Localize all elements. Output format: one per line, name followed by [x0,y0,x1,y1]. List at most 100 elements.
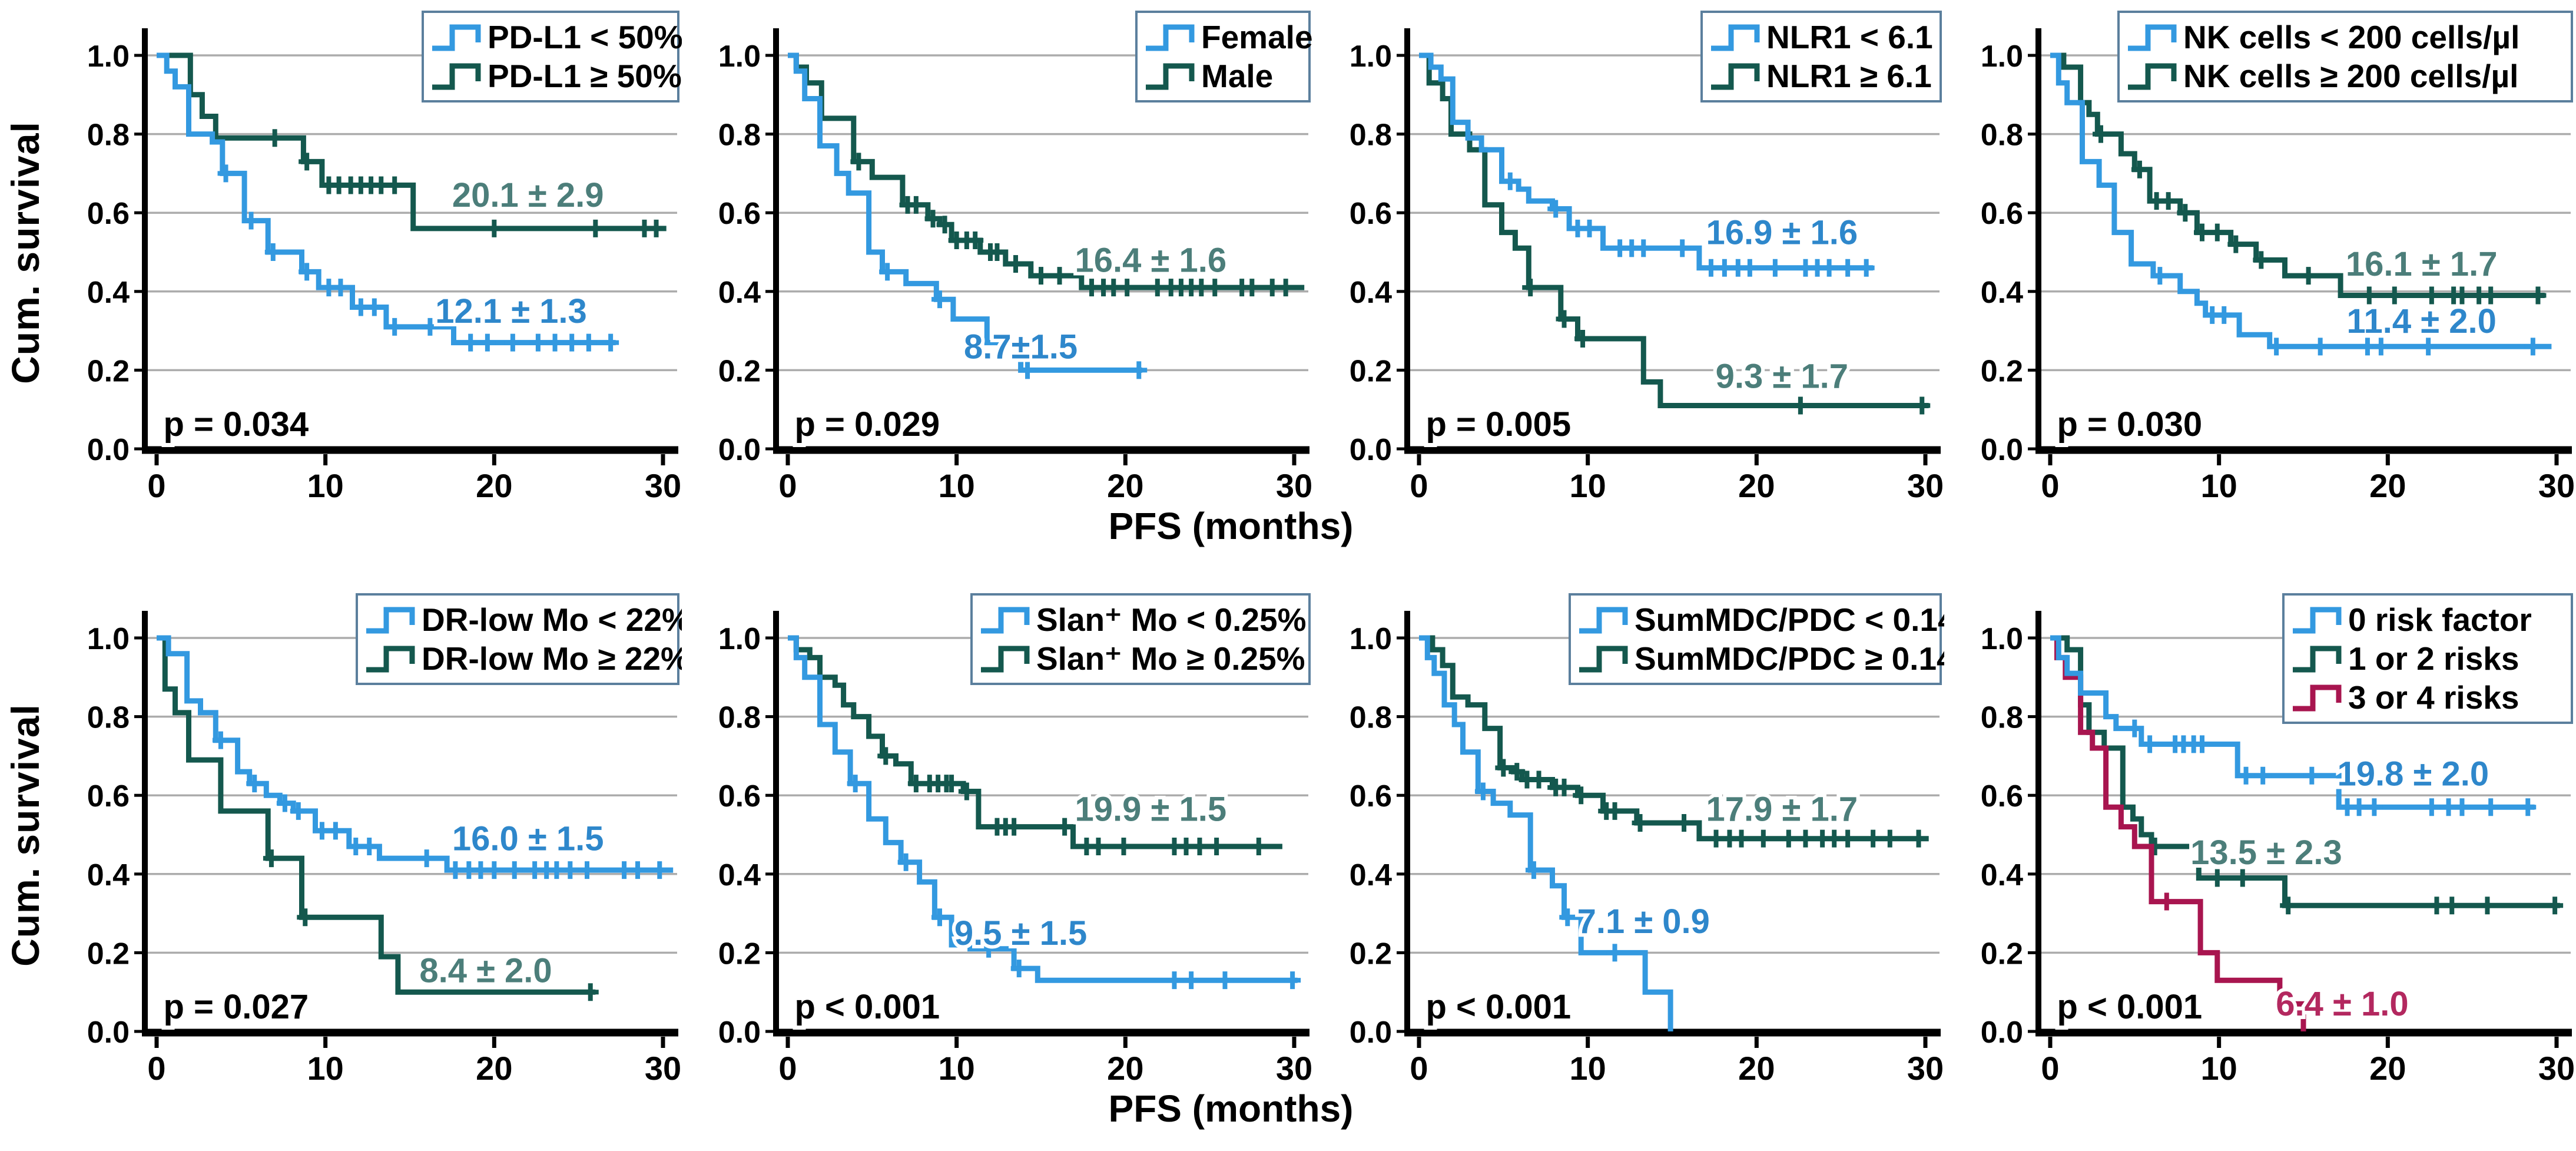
y-tick-label: 1.0 [1981,39,2023,74]
median-annotation: 20.1 ± 2.9 [452,176,604,214]
legend-label: Slan⁺ Mo < 0.25% [1036,601,1307,638]
y-tick-label: 0.0 [1350,433,1392,467]
legend-label: DR-low Mo ≥ 22% [422,640,682,677]
x-tick-label: 20 [1738,1050,1775,1084]
km-curve [788,52,1142,373]
x-tick-label: 10 [1570,1050,1606,1084]
y-tick-label: 0.8 [718,118,761,153]
legend-label: Slan⁺ Mo ≥ 0.25% [1036,640,1305,677]
x-tick-label: 20 [2369,467,2406,501]
y-axis-title-label: Cum. survival [4,121,47,384]
median-annotation: 6.4 ± 1.0 [2276,985,2408,1023]
y-tick-label: 0.2 [1981,354,2023,388]
legend-step-glyph [432,24,481,51]
y-tick-label: 0.2 [1350,937,1392,971]
legend-step-glyph [366,607,415,634]
y-tick-label: 0.0 [718,433,761,467]
legend-step-glyph [2293,646,2342,673]
legend-item: NLR1 ≥ 6.1 [1711,58,1932,94]
figure-row-bottom: Cum. survival 0 10 20 30 0.0 0.2 0.4 0.6 0.8 1.0 8… [0,586,2576,1084]
legend-label: Male [1201,58,1273,94]
y-tick-label: 0.4 [1981,858,2023,892]
median-annotation: 19.8 ± 2.0 [2338,755,2489,793]
legend-label: NLR1 < 6.1 [1766,19,1933,55]
legend-label: PD-L1 ≥ 50% [488,58,682,94]
x-tick-label: 0 [2041,467,2059,501]
legend-frame [1569,593,1942,685]
median-annotation: 13.5 ± 2.3 [2190,834,2342,872]
x-tick-label: 30 [1907,467,1944,501]
legend-step-glyph [432,63,481,90]
legend-item: PD-L1 ≥ 50% [432,58,682,94]
legend-label: SumMDC/PDC ≥ 0.14% [1635,640,1944,677]
legend-step-glyph [2128,24,2177,51]
median-annotation: 11.4 ± 2.0 [2346,302,2496,340]
legend-frame [2117,11,2573,102]
p-value-label: p < 0.001 [1425,988,1571,1026]
x-tick-label: 30 [1276,1050,1312,1084]
x-tick-label: 10 [939,467,975,501]
km-panel-risk-factors: 0 10 20 30 0.0 0.2 0.4 0.6 0.8 1.0 13.5 ± 2.3 6.4 ±… [1981,593,2575,1084]
legend-item: Slan⁺ Mo ≥ 0.25% [981,640,1305,677]
legend-frame [2282,593,2573,724]
x-tick-label: 30 [2538,467,2575,501]
legend-item: SumMDC/PDC < 0.14% [1579,601,1944,638]
legend-label: 3 or 4 risks [2348,679,2519,716]
legend-box: SumMDC/PDC < 0.14%SumMDC/PDC ≥ 0.14% [1569,593,1944,685]
x-tick-label: 10 [1570,467,1606,501]
y-tick-label: 0.0 [87,433,130,467]
y-tick-label: 0.4 [87,276,130,310]
x-axis-title-label: PFS (months) [1108,505,1354,547]
legend-label: NK cells < 200 cells/µl [2183,19,2519,55]
legend-step-glyph [1579,646,1628,673]
legend-step-glyph [1146,63,1195,90]
y-tick-label: 1.0 [718,622,761,656]
x-tick-label: 0 [778,467,797,501]
x-tick-label: 30 [645,467,681,501]
legend-label: SumMDC/PDC < 0.14% [1635,601,1944,638]
y-tick-label: 0.2 [1350,354,1392,388]
y-tick-label: 0.8 [1981,701,2023,735]
y-tick-label: 0.8 [87,118,130,153]
legend-label: Female [1201,19,1313,55]
legend-step-glyph [2293,684,2342,712]
y-tick-label: 0.2 [718,937,761,971]
median-annotation: 16.0 ± 1.5 [452,820,604,858]
legend-box: DR-low Mo < 22%DR-low Mo ≥ 22% [356,593,682,685]
legend-item: Slan⁺ Mo < 0.25% [981,601,1307,638]
km-curve [1419,635,1673,1031]
legend-step-glyph [1146,24,1195,51]
km-curve [2050,635,2306,1031]
p-value-label: p = 0.005 [1425,405,1571,444]
y-tick-label: 1.0 [87,39,130,74]
x-tick-label: 0 [1410,467,1428,501]
p-value-label: p = 0.029 [794,405,940,444]
legend-item: NLR1 < 6.1 [1711,19,1933,55]
y-tick-label: 0.6 [87,197,130,231]
y-tick-label: 0.8 [1350,701,1392,735]
x-tick-label: 10 [2201,1050,2237,1084]
y-tick-label: 1.0 [87,622,130,656]
y-tick-label: 0.0 [1981,1016,2023,1050]
legend-label: NK cells ≥ 200 cells/µl [2183,58,2518,94]
y-tick-label: 0.2 [718,354,761,388]
km-panel-slan-mo: 0 10 20 30 0.0 0.2 0.4 0.6 0.8 1.0 19.9 ± 1.5 9.5 ±… [718,593,1312,1084]
median-annotation: 16.4 ± 1.6 [1075,241,1227,279]
y-tick-label: 0.6 [87,779,130,813]
y-tick-label: 1.0 [718,39,761,74]
y-tick-label: 0.4 [718,276,761,310]
median-annotation: 8.4 ± 2.0 [419,951,552,990]
legend-step-glyph [1711,63,1760,90]
y-tick-label: 0.6 [1350,197,1392,231]
legend-item: 3 or 4 risks [2293,679,2519,716]
y-tick-label: 0.6 [1981,779,2023,813]
x-tick-label: 0 [147,467,165,501]
y-tick-label: 0.0 [1981,433,2023,467]
legend-item: NK cells < 200 cells/µl [2128,19,2519,55]
legend-step-glyph [366,646,415,673]
legend-step-glyph [981,607,1030,634]
p-value-label: p = 0.030 [2057,405,2202,444]
y-tick-label: 0.8 [1350,118,1392,153]
